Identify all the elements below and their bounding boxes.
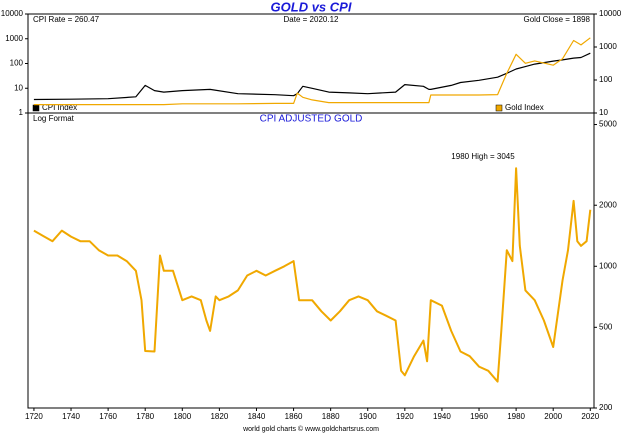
annotation: Gold Close = 1898 — [524, 15, 591, 24]
annotation: 1980 High = 3045 — [451, 152, 515, 161]
x-tick-label: 2000 — [544, 412, 562, 421]
data-line — [33, 167, 592, 383]
x-tick-label: 1720 — [25, 412, 43, 421]
y-tick-label: 100 — [10, 59, 24, 68]
legend-label: CPI Index — [42, 103, 77, 112]
x-tick-label: 1900 — [359, 412, 377, 421]
y-tick-label: 10000 — [1, 9, 24, 18]
y2-tick-label: 10000 — [599, 9, 622, 18]
x-tick-label: 1880 — [322, 412, 340, 421]
x-tick-label: 1980 — [507, 412, 525, 421]
x-tick-label: 1780 — [136, 412, 154, 421]
data-line — [33, 37, 591, 106]
x-tick-label: 1740 — [62, 412, 80, 421]
chart-title: GOLD vs CPI — [271, 0, 352, 14]
x-tick-label: 1920 — [396, 412, 414, 421]
annotation: CPI Rate = 260.47 — [33, 15, 100, 24]
y-tick-label: 2000 — [599, 200, 617, 209]
legend-swatch — [32, 104, 40, 112]
x-tick-label: 1760 — [99, 412, 117, 421]
y-tick-label: 200 — [599, 403, 613, 412]
x-tick-label: 1940 — [433, 412, 451, 421]
y-tick-label: 1 — [19, 108, 24, 117]
annotation: Log Format — [33, 114, 75, 123]
panel-title: CPI ADJUSTED GOLD — [260, 114, 363, 125]
x-tick-label: 2020 — [581, 412, 599, 421]
y-tick-label: 10 — [14, 83, 23, 92]
y-tick-label: 5000 — [599, 120, 617, 129]
y2-tick-label: 10 — [599, 108, 608, 117]
y2-tick-label: 100 — [599, 75, 613, 84]
legend-label: Gold Index — [505, 103, 544, 112]
y2-tick-label: 1000 — [599, 42, 617, 51]
data-line — [33, 52, 591, 101]
source-note: world gold charts © www.goldchartsrus.co… — [242, 425, 379, 433]
bottom-panel-frame — [27, 112, 595, 409]
y-tick-label: 1000 — [5, 34, 23, 43]
x-tick-label: 1860 — [285, 412, 303, 421]
y-tick-label: 500 — [599, 322, 613, 331]
x-tick-label: 1840 — [248, 412, 266, 421]
annotation: Date = 2020.12 — [284, 15, 339, 24]
x-tick-label: 1820 — [210, 412, 228, 421]
x-tick-label: 1960 — [470, 412, 488, 421]
legend-swatch — [495, 104, 503, 112]
y-tick-label: 1000 — [599, 261, 617, 270]
x-tick-label: 1800 — [173, 412, 191, 421]
